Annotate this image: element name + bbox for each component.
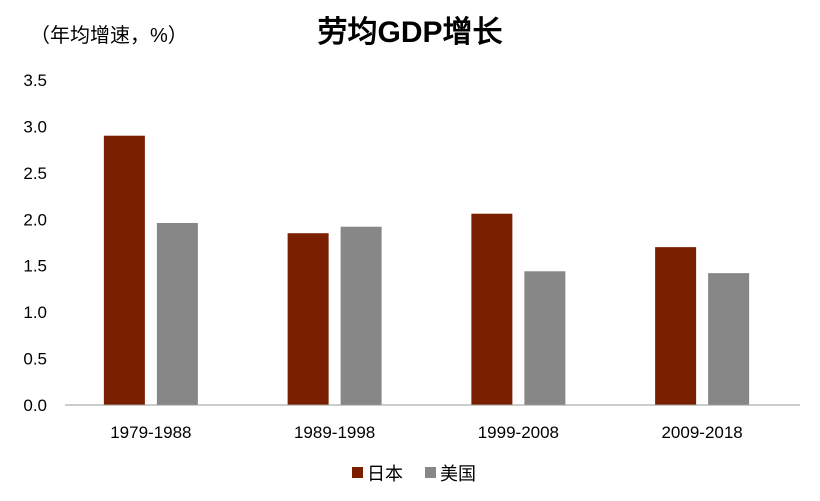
bar-日本-1979-1988 bbox=[103, 135, 145, 405]
bar-美国-1999-2008 bbox=[524, 271, 566, 405]
bar-美国-1989-1998 bbox=[340, 226, 382, 405]
x-tick-label: 1999-2008 bbox=[478, 423, 559, 442]
x-tick-label: 1989-1998 bbox=[294, 423, 375, 442]
y-tick-label: 3.0 bbox=[23, 117, 47, 136]
y-axis-unit-label: （年均增速，%） bbox=[30, 24, 188, 47]
x-tick-label: 2009-2018 bbox=[661, 423, 742, 442]
legend-label: 美国 bbox=[440, 464, 476, 484]
bar-美国-1979-1988 bbox=[156, 223, 198, 405]
y-tick-label: 0.5 bbox=[23, 350, 47, 369]
y-tick-label: 2.0 bbox=[23, 210, 47, 229]
legend-swatch bbox=[425, 467, 436, 478]
y-tick-label: 3.5 bbox=[23, 71, 47, 90]
bar-美国-2009-2018 bbox=[708, 273, 750, 405]
bar-日本-1989-1998 bbox=[287, 233, 329, 405]
y-tick-label: 1.0 bbox=[23, 303, 47, 322]
chart-title: 劳均GDP增长 bbox=[317, 16, 502, 49]
bar-日本-1999-2008 bbox=[471, 213, 513, 405]
y-tick-label: 1.5 bbox=[23, 257, 47, 276]
bar-日本-2009-2018 bbox=[655, 247, 697, 405]
x-tick-label: 1979-1988 bbox=[110, 423, 191, 442]
y-tick-label: 2.5 bbox=[23, 164, 47, 183]
y-tick-label: 0.0 bbox=[23, 396, 47, 415]
legend-swatch bbox=[352, 467, 363, 478]
legend-label: 日本 bbox=[367, 464, 403, 484]
